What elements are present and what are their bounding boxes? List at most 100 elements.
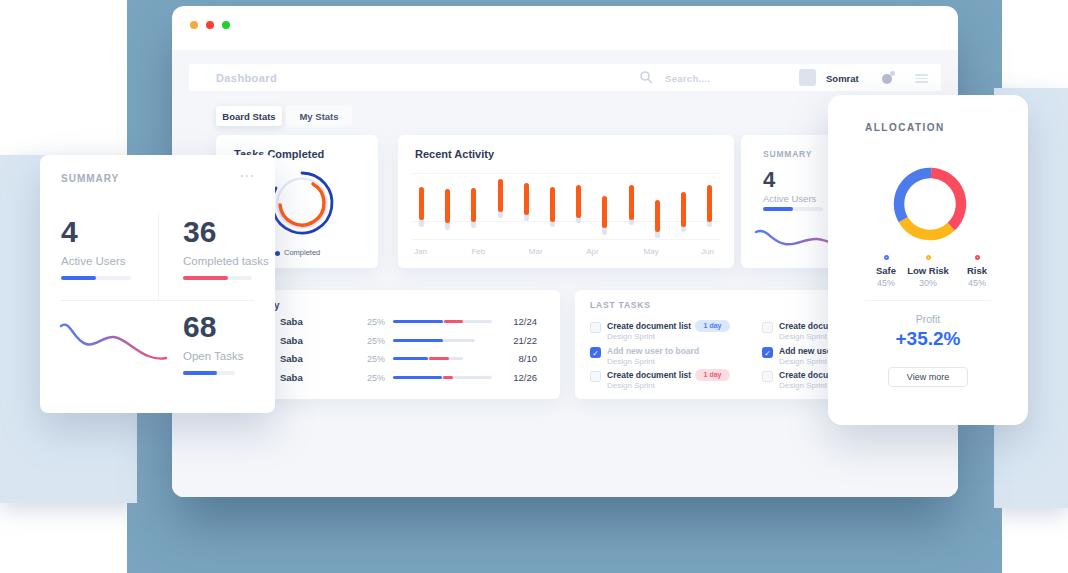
username: Somrat [826, 73, 859, 84]
mini-summary-progress [763, 207, 823, 211]
row-name: Saba [280, 372, 303, 383]
task-badge: 1 day [695, 369, 730, 381]
task-title: Create document list [607, 321, 691, 331]
topbar: Dashboard Search.... Somrat [189, 64, 941, 91]
task-subtitle: Design Sprint [607, 381, 655, 390]
mini-summary-value: 4 [763, 167, 775, 193]
summary-stat-value-0: 4 [61, 215, 78, 249]
profit-value: +35.2% [828, 328, 1028, 350]
task-subtitle: Design Sprint [779, 357, 827, 366]
row-progress [393, 376, 492, 379]
mini-summary-title: SUMMARY [763, 149, 812, 159]
legend-ring-dot [975, 255, 980, 260]
hero-scene: Dashboard Search.... Somrat Board Stats … [0, 0, 1068, 573]
task-checkbox[interactable]: ✓ [762, 347, 773, 358]
activity-bar [576, 185, 581, 218]
row-date: 21/22 [497, 335, 537, 346]
month-label: May [644, 247, 659, 256]
summary-card: SUMMARY ... 4 Active Users 36 Completed … [40, 155, 275, 413]
activity-bar [524, 183, 529, 215]
task-subtitle: Design Sprint [779, 381, 827, 390]
activity-bar [550, 187, 555, 222]
row-name: Saba [280, 353, 303, 364]
avatar[interactable] [799, 69, 816, 86]
task-checkbox[interactable]: ✓ [590, 347, 601, 358]
row-progress [393, 320, 492, 323]
activity-bar [655, 200, 660, 232]
task-item[interactable]: Create document list Design Sprint 1 day [590, 320, 760, 342]
month-label: Jun [701, 247, 714, 256]
legend-value: 45% [949, 278, 1005, 288]
task-title: Add new user to board [607, 346, 699, 356]
month-label: Feb [471, 247, 485, 256]
summary-menu-icon[interactable]: ... [240, 165, 255, 180]
legend-label: Low Risk [900, 265, 956, 276]
traffic-light-zoom[interactable] [222, 21, 230, 29]
profit-label: Profit [828, 313, 1028, 325]
summary-stat-label-0: Active Users [61, 255, 126, 267]
recent-activity-chart [398, 135, 734, 268]
tab-board-stats[interactable]: Board Stats [216, 106, 282, 126]
menu-icon[interactable] [915, 74, 928, 85]
traffic-light-close[interactable] [206, 21, 214, 29]
month-label: Mar [529, 247, 543, 256]
recent-activity-card: Recent Activity JanFebMarAprMayJun [398, 135, 734, 268]
summary-stat-value-1: 36 [183, 215, 216, 249]
task-checkbox[interactable] [590, 322, 601, 333]
row-percent: 25% [359, 354, 385, 364]
allocation-legend-item: Low Risk 30% [900, 255, 956, 288]
activity-bar [471, 188, 476, 222]
row-progress [393, 339, 475, 342]
traffic-light-minimize[interactable] [190, 21, 198, 29]
tab-my-stats[interactable]: My Stats [286, 106, 352, 126]
activity-bar [419, 187, 424, 220]
task-subtitle: Design Sprint [607, 332, 655, 341]
task-subtitle: Design Sprint [607, 357, 655, 366]
notification-icon[interactable] [881, 70, 897, 86]
summary-stat-label-2: Open Tasks [183, 350, 244, 362]
allocation-donut [888, 162, 972, 246]
row-name: Saba [280, 335, 303, 346]
task-title: Create document list [607, 370, 691, 380]
activity-bar [707, 185, 712, 222]
task-item[interactable]: Create document list Design Sprint 1 day [590, 369, 760, 391]
legend-value: 30% [900, 278, 956, 288]
task-item[interactable]: ✓ Add new user to board Design Sprint [590, 345, 760, 367]
allocation-card: ALLOCATION Safe 45% Low Risk 30% Risk 45… [828, 95, 1028, 425]
activity-bar [498, 179, 503, 212]
month-label: Apr [586, 247, 598, 256]
summary-stat-value-2: 68 [183, 310, 216, 344]
activity-bar [629, 185, 634, 220]
row-name: Saba [280, 316, 303, 327]
row-date: 12/26 [497, 372, 537, 383]
summary-title: SUMMARY [61, 173, 119, 184]
task-subtitle: Design Sprint [779, 332, 827, 341]
row-percent: 25% [359, 336, 385, 346]
page-title: Dashboard [216, 72, 277, 84]
allocation-title: ALLOCATION [865, 122, 945, 133]
row-date: 8/10 [497, 353, 537, 364]
task-checkbox[interactable] [762, 322, 773, 333]
legend-ring-dot [926, 255, 931, 260]
activity-bar [602, 196, 607, 228]
summary-stat-label-1: Completed tasks [183, 255, 269, 267]
month-label: Jan [414, 247, 427, 256]
summary-trend-chart [58, 315, 170, 365]
activity-bar [445, 189, 450, 223]
row-percent: 25% [359, 317, 385, 327]
search-input[interactable]: Search.... [665, 73, 710, 84]
activity-bar [681, 192, 686, 227]
task-checkbox[interactable] [762, 371, 773, 382]
row-percent: 25% [359, 373, 385, 383]
legend-ring-dot [884, 255, 889, 260]
search-icon[interactable] [639, 70, 653, 84]
allocation-legend-item: Risk 45% [949, 255, 1005, 288]
row-progress [393, 357, 463, 360]
task-checkbox[interactable] [590, 371, 601, 382]
task-badge: 1 day [695, 320, 730, 332]
legend-label: Risk [949, 265, 1005, 276]
legend-label-completed: Completed [284, 248, 320, 257]
row-date: 12/24 [497, 316, 537, 327]
view-more-button[interactable]: View more [888, 367, 968, 387]
legend-dot-completed [275, 251, 280, 256]
